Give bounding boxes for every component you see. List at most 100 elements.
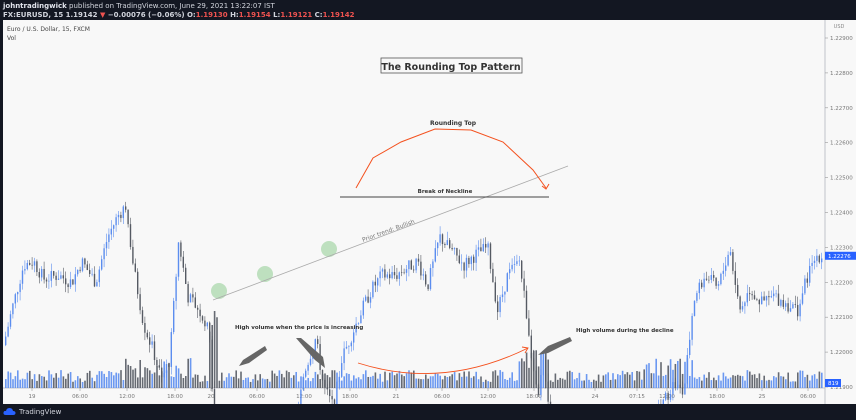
volume-bar	[261, 378, 264, 388]
volume-bar	[185, 376, 187, 388]
candle-body	[530, 335, 532, 359]
volume-bar	[317, 374, 319, 388]
x-tick-label: 06:00	[72, 394, 88, 400]
volume-bar	[753, 374, 756, 388]
author-name[interactable]: johntradingwick	[3, 2, 67, 10]
candle-body	[499, 297, 501, 313]
candle-body	[506, 273, 508, 292]
y-tick-label: 1.22700	[830, 106, 853, 112]
volume-bar	[799, 370, 801, 388]
volume-bar	[648, 363, 650, 388]
volume-bar	[151, 373, 153, 388]
volume-bar	[713, 377, 715, 388]
tradingview-logo[interactable]: TradingView	[3, 407, 61, 416]
volume-indicator-label[interactable]: Vol	[7, 35, 16, 42]
y-tick-label: 1.22000	[830, 350, 853, 356]
candle-body	[739, 296, 741, 310]
candle-body	[360, 315, 362, 324]
volume-bar	[535, 350, 537, 388]
candle-body	[746, 293, 748, 303]
volume-bar	[115, 372, 117, 388]
volume-bar	[696, 378, 698, 388]
candle-body	[753, 295, 756, 300]
volume-bar	[326, 375, 329, 388]
volume-bar	[293, 375, 295, 388]
candle-body	[182, 256, 184, 268]
candle-body	[463, 262, 465, 271]
y-tick-label: 1.22500	[830, 176, 853, 182]
candle-body	[794, 304, 796, 305]
candle-body	[806, 278, 808, 283]
volume-bar	[223, 380, 225, 388]
volume-bar	[173, 376, 175, 388]
candle-body	[153, 341, 156, 361]
chart-area[interactable]: USD 1.22900 1.22800 1.22700 1.22600 1.22500 1.…	[3, 20, 856, 404]
candle-body	[187, 284, 189, 303]
volume-bar	[612, 373, 614, 388]
volume-bar	[509, 377, 511, 388]
y-tick-label: 1.22800	[830, 71, 853, 77]
candle-body	[513, 264, 516, 265]
volume-bar	[792, 381, 794, 388]
volume-bar	[338, 380, 341, 388]
volume-bar	[787, 372, 789, 388]
volume-bar	[554, 373, 557, 388]
volume-bar	[300, 376, 302, 388]
candle-body	[417, 258, 420, 262]
candle-body	[117, 214, 120, 218]
volume-bar	[269, 381, 271, 388]
volume-bar	[756, 378, 758, 388]
volume-bar	[705, 377, 708, 388]
volume-bar	[499, 370, 501, 388]
volume-bar	[235, 370, 237, 388]
volume-bar	[540, 353, 542, 388]
volume-bar	[768, 379, 770, 388]
volume-bar	[43, 376, 45, 388]
volume-bar	[506, 379, 509, 388]
x-tick-label: 21	[393, 394, 400, 400]
volume-bar	[703, 374, 705, 388]
volume-bar	[602, 375, 605, 388]
candle-body	[525, 290, 528, 319]
candle-body	[381, 269, 384, 272]
volume-bar	[204, 375, 206, 388]
volume-bar	[408, 370, 410, 388]
rounding-top-curve[interactable]	[355, 128, 547, 189]
candle-body	[804, 278, 806, 294]
volume-bar	[686, 358, 689, 388]
volume-bar	[31, 379, 33, 388]
volume-bar	[727, 378, 729, 388]
volume-bar	[665, 374, 667, 388]
candle-body	[393, 272, 396, 276]
volume-bar	[329, 377, 331, 388]
volume-bar	[242, 379, 245, 388]
volume-bar	[62, 376, 65, 388]
trend-line[interactable]	[212, 165, 569, 301]
price-chart[interactable]: USD 1.22900 1.22800 1.22700 1.22600 1.22500 1.…	[3, 20, 856, 404]
candle-body	[326, 387, 328, 390]
last-price-tag-label: 1.22276	[828, 254, 851, 260]
volume-bar	[441, 379, 444, 388]
volume-bar	[21, 378, 24, 388]
volume-bar	[545, 350, 547, 388]
support-touch-circle	[211, 283, 227, 299]
last-volume-tag-label: 819	[828, 381, 839, 387]
candle-body	[127, 209, 129, 225]
candle-body	[389, 274, 391, 279]
candle-body	[477, 247, 480, 250]
x-tick-label: 06:00	[434, 394, 450, 400]
volume-bar	[254, 374, 257, 388]
candle-body	[357, 323, 360, 324]
volume-bar	[355, 378, 357, 388]
volume-bar	[384, 371, 386, 388]
candle-body	[401, 272, 403, 273]
candle-body	[105, 242, 108, 249]
x-tick-label: 12:00	[296, 394, 312, 400]
candle-body	[669, 394, 672, 400]
candle-body	[53, 271, 55, 276]
candle-body	[799, 303, 801, 317]
candle-body	[427, 284, 429, 290]
symbol: FX:EURUSD, 15	[3, 11, 64, 19]
candle-body	[170, 332, 172, 367]
volume-bar	[187, 358, 189, 388]
